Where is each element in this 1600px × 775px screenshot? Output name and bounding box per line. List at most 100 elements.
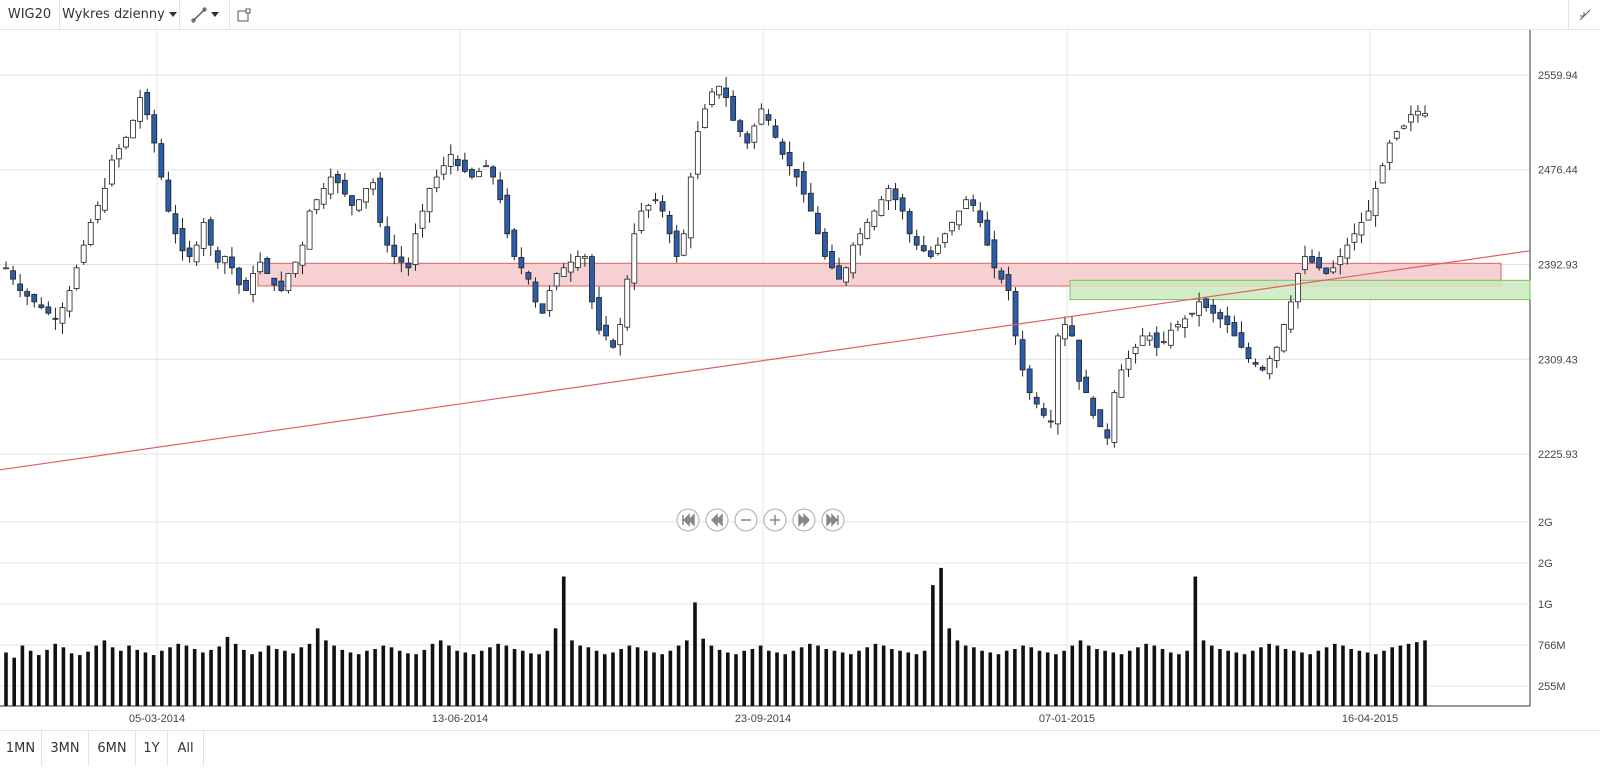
candle-body xyxy=(80,244,87,263)
range-1mn-button[interactable]: 1MN xyxy=(0,731,42,766)
volume-bar xyxy=(947,628,952,706)
volume-bar xyxy=(53,643,58,706)
volume-bar xyxy=(471,654,476,706)
rectangle-tool-button[interactable] xyxy=(230,0,258,29)
volume-bar xyxy=(1004,650,1009,706)
volume-bar xyxy=(1201,640,1206,706)
volume-bar xyxy=(1316,650,1321,706)
candle-body xyxy=(822,231,828,257)
volume-bar xyxy=(422,649,427,706)
rewind-icon[interactable] xyxy=(705,508,729,532)
volume-bar xyxy=(832,650,837,706)
candle-body xyxy=(1182,318,1188,328)
chevron-down-icon xyxy=(210,12,219,17)
volume-bar xyxy=(233,643,238,706)
candle-body xyxy=(504,194,511,235)
candle-body xyxy=(730,95,737,121)
volume-bar xyxy=(955,640,960,706)
volume-bar xyxy=(1365,652,1370,706)
candle-body xyxy=(1062,324,1068,340)
candle-body xyxy=(1196,301,1202,316)
candle-body xyxy=(687,176,694,239)
volume-bar xyxy=(684,640,689,706)
candle-body xyxy=(193,244,200,263)
volume-bar xyxy=(1070,645,1075,706)
volume-bar xyxy=(1127,650,1132,706)
collapse-button[interactable] xyxy=(1568,0,1600,29)
volume-bar xyxy=(857,650,861,706)
candle-body xyxy=(1287,301,1294,330)
volume-bar xyxy=(455,650,459,706)
volume-bar xyxy=(1398,645,1403,706)
candle-body xyxy=(807,192,814,212)
volume-bar xyxy=(381,645,386,706)
candle-body xyxy=(857,233,864,246)
candle-body xyxy=(1400,125,1407,129)
candle-body xyxy=(673,230,680,257)
volume-bar xyxy=(520,650,525,706)
chart-type-dropdown[interactable]: Wykres dzienny xyxy=(60,0,180,29)
candle-body xyxy=(836,265,842,280)
zoom-in-icon[interactable] xyxy=(763,508,787,532)
volume-bar xyxy=(988,652,993,706)
candle-body xyxy=(271,277,278,286)
candle-body xyxy=(1132,346,1139,354)
volume-bar xyxy=(1029,647,1034,706)
candle-body xyxy=(1146,335,1153,341)
volume-bar xyxy=(1349,649,1353,706)
candle-body xyxy=(694,131,701,175)
range-all-button[interactable]: All xyxy=(168,731,204,766)
volume-bar xyxy=(1045,652,1050,706)
candle-body xyxy=(913,236,920,246)
symbol-selector[interactable]: WIG20 xyxy=(0,0,60,29)
volume-bar xyxy=(1062,650,1066,706)
candle-body xyxy=(1415,110,1421,116)
candle-body xyxy=(1323,267,1330,274)
draw-tool-dropdown[interactable] xyxy=(180,0,230,29)
candle-body xyxy=(970,199,977,206)
candle-body xyxy=(1259,366,1266,371)
volume-bar xyxy=(1136,647,1140,706)
volume-bar xyxy=(750,649,755,706)
volume-bar xyxy=(972,647,976,706)
volume-bar xyxy=(397,650,402,706)
candle-body xyxy=(1118,369,1125,398)
candle-body xyxy=(214,250,221,263)
candle-body xyxy=(200,222,207,249)
candle-body xyxy=(645,205,652,211)
candle-body xyxy=(991,239,998,269)
candle-body xyxy=(772,125,779,138)
candle-body xyxy=(829,250,835,269)
volume-bar xyxy=(783,654,788,706)
first-icon[interactable] xyxy=(676,508,700,532)
candle-body xyxy=(1330,267,1337,273)
candle-body xyxy=(1238,332,1245,348)
volume-bar xyxy=(4,652,8,706)
candle-body xyxy=(518,257,525,269)
candle-body xyxy=(1069,325,1075,337)
volume-bar xyxy=(12,657,17,706)
volume-bar xyxy=(242,649,246,706)
range-6mn-button[interactable]: 6MN xyxy=(89,731,136,766)
candle-body xyxy=(186,247,193,257)
volume-bar xyxy=(553,628,558,706)
candle-body xyxy=(327,176,334,195)
zoom-out-icon[interactable] xyxy=(734,508,758,532)
candle-body xyxy=(1097,409,1104,428)
volume-bar xyxy=(1021,645,1025,706)
range-3mn-button[interactable]: 3MN xyxy=(42,731,89,766)
candle-body xyxy=(87,222,94,246)
candle-body xyxy=(440,165,447,175)
volume-bar xyxy=(1054,654,1058,706)
candle-body xyxy=(1386,142,1393,163)
last-icon[interactable] xyxy=(821,508,845,532)
range-1y-button[interactable]: 1Y xyxy=(136,731,168,766)
volume-bar xyxy=(504,645,509,706)
toolbar: WIG20 Wykres dzienny xyxy=(0,0,1600,30)
volume-bar xyxy=(1013,649,1017,706)
stock-chart[interactable]: 2559.94 2476.44 2392.93 2309.43 2225.93 05-03… xyxy=(0,30,1600,730)
volume-bar xyxy=(512,649,517,706)
forward-icon[interactable] xyxy=(792,508,816,532)
candle-body xyxy=(1280,324,1287,352)
candle-body xyxy=(144,92,151,116)
